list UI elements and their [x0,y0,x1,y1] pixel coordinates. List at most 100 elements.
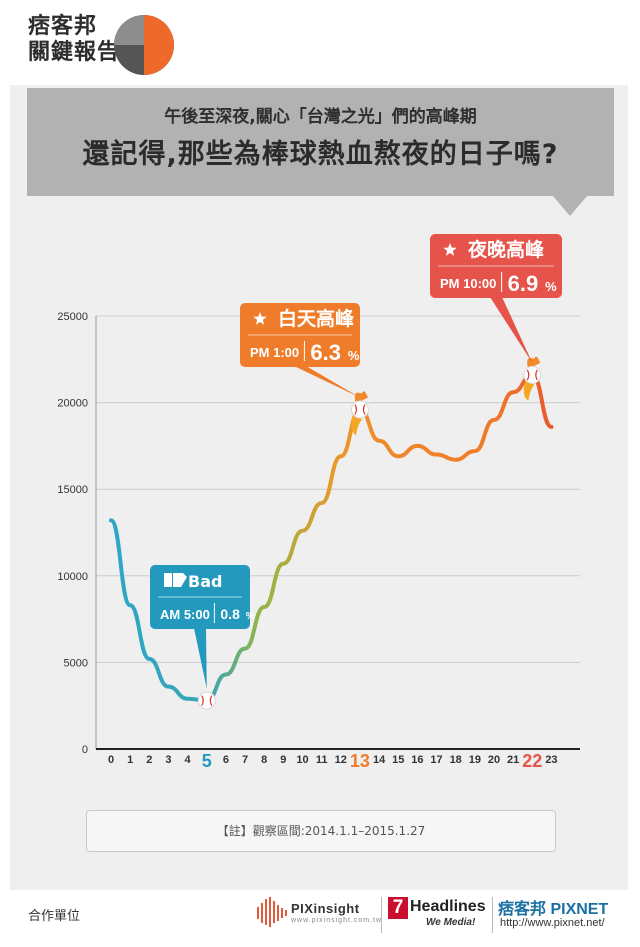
x-tick-label: 5 [202,751,212,771]
y-tick-label: 25000 [57,311,88,323]
data-point [301,529,304,532]
7headlines-name: Headlines [410,898,486,915]
y-tick-label: 20000 [57,398,88,410]
data-point [110,519,113,522]
callout-percent-sign: % [246,611,255,622]
pixinsight-name: PIXinsight [291,901,360,916]
pixnet-name: 痞客邦 PIXNET [498,901,609,918]
brand-title: 痞客邦 關鍵報告 [28,14,120,66]
header-pointer [553,196,587,216]
data-point [224,673,227,676]
y-tick-label: 5000 [64,657,88,669]
baseball-icon [197,691,216,710]
callout-percent: 6.9 [508,271,539,296]
callout-percent-sign: % [545,279,557,294]
x-tick-label: 22 [522,751,542,771]
pixinsight-url: www.pixinsight.com.tw [291,917,383,924]
x-tick-label: 6 [223,754,229,766]
x-tick-label: 0 [108,754,114,766]
baseball-seam [201,695,213,706]
pixinsight-bars-icon [257,897,287,927]
x-tick-label: 8 [261,754,267,766]
flame-icon [354,391,368,404]
pixinsight-logo: PIXinsight www.pixinsight.com.tw [257,893,381,933]
callout-day: 白天高峰 PM 1:00 6.3% [240,303,360,398]
data-point [263,605,266,608]
x-tick-label: 14 [373,754,386,766]
callout-pointer [294,366,360,398]
pie-logo-icon [114,15,174,75]
pixnet-logo: 痞客邦 PIXNET http://www.pixnet.net/ [498,895,628,935]
data-point [129,604,132,607]
callout-label: 夜晚高峰 [467,238,545,261]
x-tick-label: 1 [127,754,133,766]
x-tick-label: 16 [411,754,423,766]
series-line [109,372,554,703]
callout-night: 夜晚高峰 PM 10:00 6.9% [430,234,562,363]
callout-percent: 0.8 [220,606,240,622]
callout-pointer [490,297,533,363]
star-icon [443,243,457,256]
data-point [148,657,151,660]
chart-card [10,85,628,890]
callout-percent: 6.3 [310,340,341,365]
star-icon [253,312,267,325]
thumbs-down-icon [164,573,187,587]
x-tick-label: 21 [507,754,519,766]
footer-divider [492,897,493,933]
x-tick-label: 11 [316,754,328,766]
data-point [512,391,515,394]
observation-note: 【註】觀察區間:2014.1.1–2015.1.27 [86,810,556,852]
y-tick-label: 10000 [57,571,88,583]
x-tick-label: 9 [280,754,286,766]
x-tick-label: 17 [430,754,442,766]
data-point [244,647,247,650]
data-point [378,439,381,442]
series-layer [109,372,554,703]
x-tick-label: 23 [545,754,557,766]
callout-pointer [194,628,207,689]
baseball-seam [526,369,538,381]
header-title: 還記得,那些為棒球熱血熬夜的日子嗎? [82,139,559,170]
brand-line-1: 痞客邦 [28,14,98,39]
data-point [550,425,553,428]
x-tick-label: 10 [296,754,308,766]
data-point [435,453,438,456]
brand-line-2: 關鍵報告 [28,40,121,65]
partners-label: 合作單位 [28,909,81,924]
data-point [320,502,323,505]
callout-time: AM 5:00 [160,607,210,622]
callout-percent-sign: % [348,348,360,363]
baseball-icon [350,400,369,419]
x-tick-label: 3 [165,754,171,766]
footer-divider [381,897,382,933]
flame-icon [351,413,362,436]
x-tick-label: 2 [146,754,152,766]
pixnet-url: http://www.pixnet.net/ [500,917,605,929]
x-tick-label: 7 [242,754,248,766]
marker-layer [110,356,553,710]
flame-icon [523,378,535,401]
data-point [397,455,400,458]
callout-time: PM 10:00 [440,276,496,291]
baseball-icon [523,365,542,384]
y-tick-label: 15000 [57,484,88,496]
x-tick-label: 4 [185,754,192,766]
data-point [416,444,419,447]
data-point [339,455,342,458]
data-point [282,562,285,565]
header-banner: 午後至深夜,關心「台灣之光」們的高峰期 還記得,那些為棒球熱血熬夜的日子嗎? [27,88,614,196]
x-tick-label: 15 [392,754,404,766]
observation-note-text: 【註】觀察區間:2014.1.1–2015.1.27 [216,824,426,838]
x-tick-label: 13 [350,751,370,771]
callout-label: Bad [188,572,222,591]
7headlines-logo: 7 Headlines We Media! [388,893,488,937]
x-tick-label: 20 [488,754,500,766]
data-point [454,458,457,461]
x-tick-label: 19 [469,754,481,766]
x-tick-label: 12 [335,754,347,766]
callout-low: Bad AM 5:00 0.8% [150,565,255,689]
